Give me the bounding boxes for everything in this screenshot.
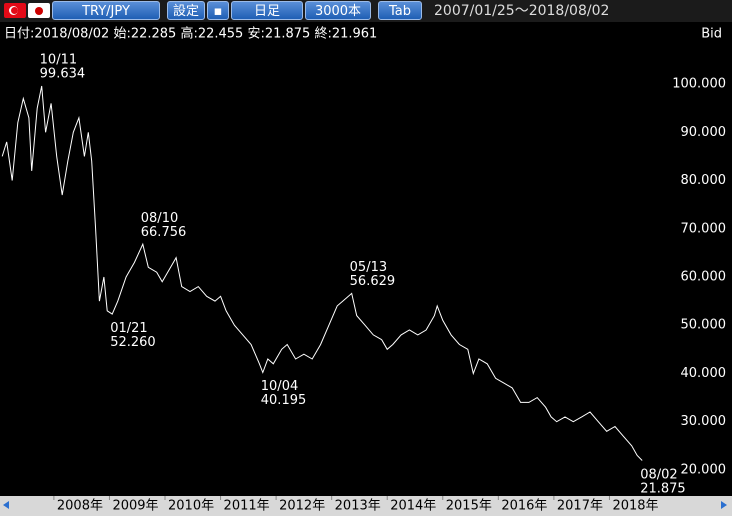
annotation-value: 56.629	[350, 274, 396, 289]
tab-button[interactable]: Tab	[378, 1, 422, 20]
y-tick-label: 90.000	[681, 125, 727, 140]
annotation-value: 99.634	[40, 66, 86, 81]
x-tick-label: 2015年	[446, 499, 492, 514]
date-range: 2007/01/25～2018/08/02	[434, 3, 610, 19]
x-tick-label: 2013年	[335, 499, 381, 514]
y-tick-label: 80.000	[681, 173, 727, 188]
annotation-date: 08/02	[640, 467, 677, 482]
pair-button[interactable]: TRY/JPY	[52, 1, 160, 20]
x-tick-label: 2014年	[390, 499, 436, 514]
x-tick-label: 2011年	[224, 499, 270, 514]
x-tick-label: 2008年	[57, 499, 103, 514]
x-tick-label: 2016年	[501, 499, 547, 514]
y-tick-label: 70.000	[681, 221, 727, 236]
annotation-value: 52.260	[110, 335, 156, 350]
annotation-value: 40.195	[261, 393, 307, 408]
info-line: 日付:2018/08/02 始:22.285 高:22.455 安:21.875…	[4, 26, 377, 42]
toolbar: TRY/JPY 設定 ▪ 日足 3000本 Tab 2007/01/25～201…	[0, 0, 732, 22]
annotation-date: 01/21	[110, 321, 147, 336]
price-type: Bid	[701, 27, 722, 42]
flag-jp	[28, 3, 50, 18]
y-tick-label: 50.000	[681, 318, 727, 333]
y-tick-label: 40.000	[681, 366, 727, 381]
x-tick-label: 2012年	[279, 499, 325, 514]
y-tick-label: 30.000	[681, 414, 727, 429]
x-tick-label: 2009年	[112, 499, 158, 514]
annotation-date: 10/11	[40, 52, 77, 67]
y-tick-label: 60.000	[681, 269, 727, 284]
flag-tr	[4, 3, 26, 18]
price-line	[1, 85, 643, 461]
annotation-date: 10/04	[261, 379, 298, 394]
y-tick-label: 100.000	[672, 77, 726, 92]
annotation-date: 08/10	[141, 211, 178, 226]
settings-button[interactable]: 設定	[167, 1, 205, 20]
chart: 日付:2018/08/02 始:22.285 高:22.455 安:21.875…	[0, 22, 732, 516]
scroll-right[interactable]	[721, 501, 727, 509]
y-tick-label: 20.000	[681, 462, 727, 477]
x-tick-label: 2010年	[168, 499, 214, 514]
annotation-date: 05/13	[350, 260, 387, 275]
x-axis-strip	[0, 496, 732, 516]
period-button[interactable]: 日足	[231, 1, 303, 20]
scroll-left[interactable]	[3, 501, 9, 509]
annotation-value: 21.875	[640, 481, 686, 496]
annotation-value: 66.756	[141, 225, 187, 240]
calc-button[interactable]: ▪	[207, 1, 229, 20]
count-button[interactable]: 3000本	[305, 1, 371, 20]
x-tick-label: 2018年	[612, 499, 658, 514]
plot-bg	[0, 22, 732, 496]
x-tick-label: 2017年	[557, 499, 603, 514]
